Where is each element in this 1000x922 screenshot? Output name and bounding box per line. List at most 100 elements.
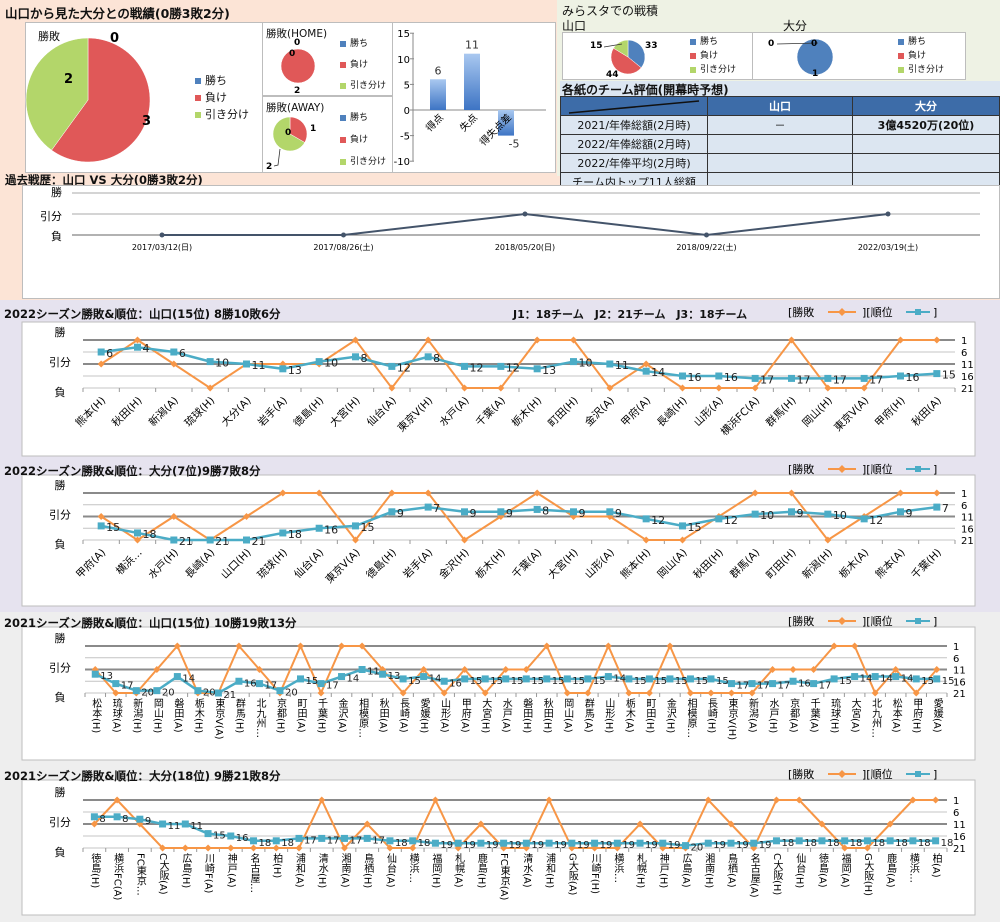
result-point [810, 666, 818, 673]
season-chart-title: 2021シーズン勝敗&順位：大分(18位) 9勝21敗8分 [4, 769, 281, 783]
rank-point [932, 837, 940, 845]
result-point [113, 796, 121, 804]
cell-oita [852, 153, 1000, 173]
season-chart-title: 2022シーズン勝敗&順位：山口(15位) 8勝10敗6分 [4, 307, 281, 321]
team-label: 名古屋… [248, 852, 260, 893]
result-point [704, 796, 712, 804]
overall-pie-slice-loss [51, 37, 151, 163]
rank-point [204, 830, 212, 838]
away-draw-label: 2 [266, 162, 272, 172]
result-point [751, 384, 759, 392]
stadium-oita-loss-label: 0 [811, 39, 817, 49]
result-axis-label: 引分 [49, 661, 71, 675]
team-label: 松本(H) [90, 697, 102, 734]
team-label: 京都(H) [274, 697, 286, 734]
legend-swatch-loss [195, 95, 201, 101]
rank-value-label: 18 [872, 838, 885, 849]
rank-line [101, 345, 937, 380]
rank-value-label: 18 [259, 838, 272, 849]
rank-value-label: 19 [645, 840, 658, 851]
rank-value-label: 15 [593, 676, 606, 687]
rank-value-label: 16 [798, 678, 811, 689]
result-axis-label: 勝 [55, 631, 66, 645]
result-point [153, 666, 161, 673]
result-point [679, 384, 686, 392]
rank-point [181, 820, 189, 828]
rank-value-label: 13 [100, 671, 113, 682]
team-label: 町田(A) [295, 698, 307, 733]
result-point [642, 536, 650, 544]
result-point [461, 384, 468, 392]
season-chart-1: [勝敗][順位] 1 6 11 16 21 勝引分負 15 18 21 21 21 18 16 15 9 7 9 9… [0, 460, 1000, 617]
result-point [897, 489, 904, 497]
result-point [897, 336, 904, 344]
rank-value-label: 16 [236, 833, 249, 844]
result-point [788, 489, 795, 497]
rank-point [424, 353, 432, 361]
rank-point [897, 372, 904, 380]
result-point [772, 796, 780, 804]
rank-value-label: 18 [281, 838, 294, 849]
rank-point [522, 675, 530, 683]
home-pie-slice-loss [280, 48, 316, 84]
result-point [170, 513, 178, 520]
team-label: 新潟(A) [747, 697, 759, 733]
history-point [341, 232, 346, 238]
rank-value-label: 10 [324, 357, 338, 370]
team-label: 長崎(H) [705, 698, 717, 734]
legend-draw: 引き分け [908, 65, 945, 75]
team-label: 群馬(H) [233, 697, 245, 734]
rank-value-label: 9 [615, 507, 622, 520]
team-label: 磐田(A) [172, 697, 184, 733]
goals-value-label: -5 [509, 138, 520, 151]
result-point [502, 666, 510, 673]
rank-point [388, 508, 396, 516]
team-label: 名古屋(A) [748, 852, 760, 898]
rank-value-label: 17 [737, 681, 750, 692]
rank-value-label: 9 [470, 507, 477, 520]
result-point [358, 642, 366, 650]
rank-point [502, 675, 510, 683]
history-point [159, 232, 165, 238]
rank-value-label: 8 [99, 814, 105, 825]
result-point [340, 844, 348, 852]
rank-value-label: 15 [306, 676, 319, 687]
history-date-label: 2018/09/22(土) [676, 242, 736, 252]
result-axis-label: 負 [55, 846, 66, 859]
rank-value-label: 9 [906, 507, 913, 520]
rank-point [715, 372, 723, 380]
rank-point [134, 343, 141, 351]
rank-point [206, 536, 214, 544]
result-point [170, 360, 178, 368]
result-point [863, 844, 871, 852]
home-pie-label: 勝敗(HOME) [266, 28, 328, 40]
result-point [886, 820, 894, 828]
rank-value-label: 19 [668, 840, 681, 851]
result-point [707, 689, 715, 697]
result-point [570, 336, 577, 344]
team-label: G大阪(H) [862, 853, 874, 896]
rank-point [235, 677, 243, 685]
rank-point [728, 680, 735, 688]
rank-point [214, 689, 222, 697]
rank-axis-tick: 11 [953, 666, 966, 677]
team-label: 徳島(A) [816, 852, 828, 888]
team-label: 金沢(H) [664, 697, 676, 734]
overall-pie-label: 勝敗 [38, 30, 60, 43]
rank-value-label: 10 [579, 357, 593, 370]
result-point [297, 642, 304, 650]
table-corner-cell [560, 96, 708, 116]
rank-point [297, 675, 304, 683]
legend-rank-marker [915, 618, 921, 624]
rank-point [363, 834, 371, 842]
goals-y-tick: 10 [397, 55, 410, 66]
team-label: 栃木(A) [623, 697, 635, 733]
rank-point [909, 837, 917, 845]
rank-point [340, 834, 348, 842]
rank-value-label: 19 [759, 840, 772, 851]
rank-value-label: 8 [433, 352, 440, 365]
team-label: 栃木(H) [192, 697, 204, 734]
rank-point [871, 673, 879, 681]
result-point [173, 642, 181, 650]
rank-point [824, 510, 832, 518]
